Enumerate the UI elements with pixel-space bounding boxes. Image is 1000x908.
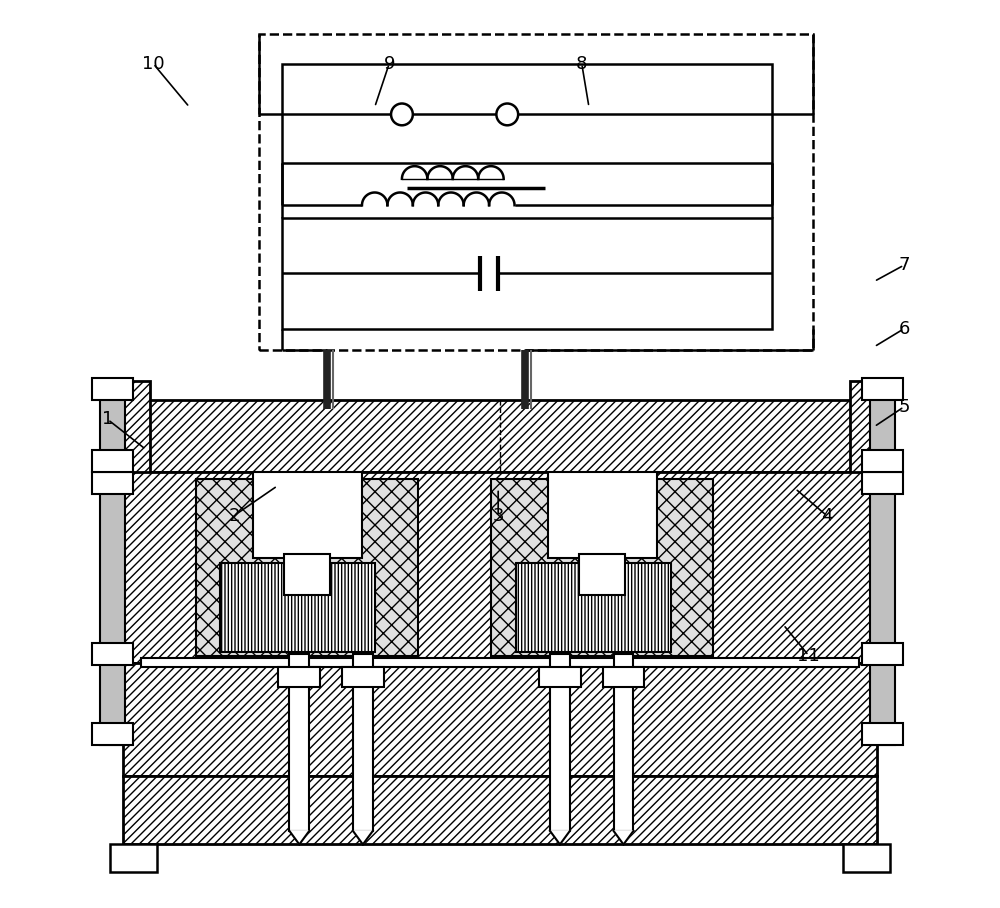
- Bar: [843, 844, 890, 872]
- Text: 4: 4: [821, 507, 833, 525]
- Bar: [862, 643, 903, 665]
- Bar: [862, 378, 903, 400]
- Bar: [850, 381, 893, 499]
- Bar: [123, 776, 877, 844]
- Bar: [220, 563, 375, 652]
- Circle shape: [496, 104, 518, 125]
- Bar: [100, 381, 125, 745]
- Bar: [516, 563, 671, 652]
- Bar: [92, 378, 133, 400]
- Text: 2: 2: [228, 507, 240, 525]
- Bar: [92, 723, 133, 745]
- Polygon shape: [353, 831, 373, 844]
- Text: 10: 10: [142, 54, 164, 73]
- Text: 1: 1: [102, 410, 113, 429]
- Bar: [278, 667, 320, 687]
- Bar: [539, 667, 581, 687]
- Bar: [123, 472, 877, 663]
- Bar: [282, 218, 772, 329]
- Bar: [289, 654, 309, 831]
- Bar: [614, 654, 633, 831]
- Bar: [141, 658, 859, 667]
- Bar: [284, 554, 330, 595]
- Bar: [123, 400, 877, 472]
- Bar: [259, 34, 813, 350]
- Text: 9: 9: [383, 54, 395, 73]
- Bar: [107, 381, 150, 499]
- Bar: [92, 450, 133, 472]
- Polygon shape: [614, 831, 633, 844]
- Bar: [110, 844, 157, 872]
- Bar: [870, 381, 895, 745]
- Circle shape: [391, 104, 413, 125]
- Bar: [603, 667, 644, 687]
- Bar: [862, 472, 903, 494]
- Bar: [550, 654, 570, 831]
- Text: 8: 8: [576, 54, 587, 73]
- Bar: [548, 472, 657, 558]
- Bar: [92, 643, 133, 665]
- Text: 3: 3: [492, 507, 504, 525]
- Polygon shape: [289, 831, 309, 844]
- Bar: [253, 472, 362, 558]
- Bar: [92, 472, 133, 494]
- Text: 11: 11: [797, 646, 820, 665]
- Bar: [862, 450, 903, 472]
- Polygon shape: [550, 831, 570, 844]
- Bar: [196, 479, 418, 656]
- Bar: [282, 64, 772, 163]
- Bar: [353, 654, 373, 831]
- Text: 6: 6: [898, 320, 910, 338]
- Text: 7: 7: [898, 256, 910, 274]
- Bar: [123, 663, 877, 776]
- Bar: [579, 554, 625, 595]
- Bar: [862, 723, 903, 745]
- Text: 5: 5: [898, 398, 910, 416]
- Bar: [491, 479, 713, 656]
- Bar: [342, 667, 384, 687]
